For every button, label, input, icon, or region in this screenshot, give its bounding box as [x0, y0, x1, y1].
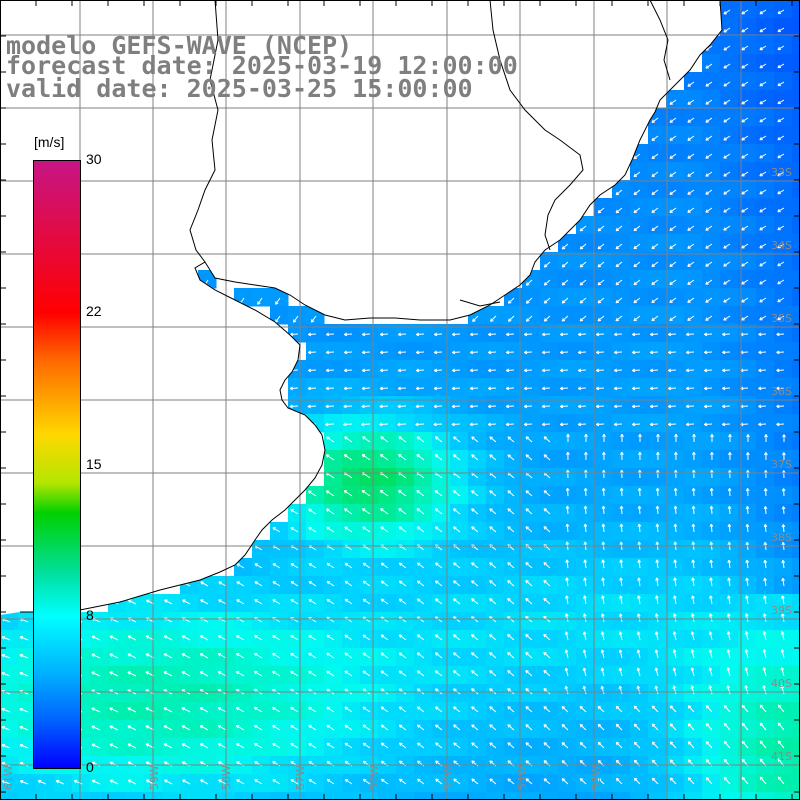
- colorbar-tick-30: 30: [86, 151, 102, 167]
- lat-label: 33S: [771, 166, 792, 179]
- lat-label: 34S: [771, 239, 792, 252]
- lat-label: 38S: [771, 531, 792, 544]
- colorbar-tick-0: 0: [86, 759, 94, 775]
- lon-label: 53W: [590, 765, 603, 790]
- grid-labels: 33S 34S 35S 36S 37S 38S 39S 40S 41S 61W 59W 58W 57W 5…: [2, 166, 792, 790]
- lon-label: 59W: [148, 765, 161, 790]
- lat-label: 40S: [771, 677, 792, 690]
- lat-label: 41S: [771, 750, 792, 763]
- lon-label: 54W: [516, 765, 529, 790]
- lat-label: 36S: [771, 385, 792, 398]
- colorbar-tick-8: 8: [86, 607, 94, 623]
- colorbar: [33, 160, 81, 769]
- model-title: modelo GEFS-WAVE (NCEP): [6, 31, 353, 60]
- coastline: [20, 0, 723, 613]
- valid-date: valid date: 2025-03-25 15:00:00: [6, 74, 473, 103]
- colorbar-unit: [m/s]: [34, 134, 65, 150]
- lon-label: 58W: [220, 765, 233, 790]
- colorbar-tick-15: 15: [86, 456, 102, 472]
- lon-label: 61W: [2, 765, 15, 790]
- lat-label: 35S: [771, 312, 792, 325]
- colorbar-tick-22: 22: [86, 303, 102, 319]
- lon-label: 57W: [294, 765, 307, 790]
- lat-label: 37S: [771, 458, 792, 471]
- lon-label: 55W: [442, 765, 455, 790]
- forecast-date: forecast date: 2025-03-19 12:00:00: [6, 51, 518, 80]
- lon-label: 56W: [368, 765, 381, 790]
- lat-label: 39S: [771, 604, 792, 617]
